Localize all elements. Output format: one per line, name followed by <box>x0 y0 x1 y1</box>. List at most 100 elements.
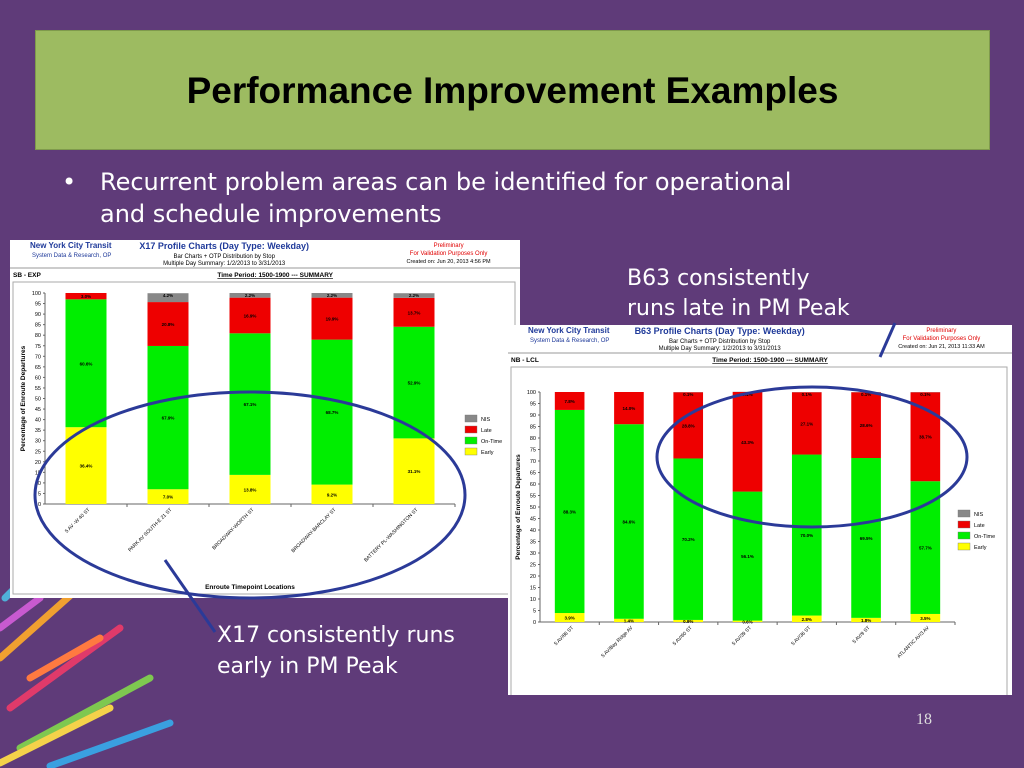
x-tick-label: PARK AV SOUTH-E 21 ST <box>127 507 173 553</box>
value-label: 36.4% <box>80 464 93 469</box>
value-label: 2.2% <box>327 293 337 298</box>
value-label: 7.8% <box>565 399 575 404</box>
x-tick-label: ATLANTIC AV/3 AV <box>896 625 931 660</box>
y-tick-label: 70 <box>35 354 41 360</box>
bar-segment <box>851 617 881 622</box>
x-tick-label: BATTERY PL-WASHINGTON ST <box>363 507 419 563</box>
legend-label: Early <box>481 450 494 456</box>
value-label: 7.0% <box>163 495 173 500</box>
legend-swatch <box>957 542 971 551</box>
y-tick-label: 90 <box>530 413 536 419</box>
x-tick-label: BROADWAY-BARCLAY ST <box>290 507 337 554</box>
dept: System Data & Research, OP <box>32 253 111 259</box>
y-tick-label: 25 <box>530 563 536 569</box>
value-label: 67.9% <box>162 416 175 421</box>
value-label: 31.1% <box>408 469 421 474</box>
value-label: 19.9% <box>326 317 339 322</box>
bar-segment <box>147 302 189 346</box>
legend-swatch <box>957 509 971 518</box>
chart: New York City Transit System Data & Resea… <box>10 241 520 595</box>
y-tick-label: 20 <box>530 574 536 580</box>
value-label: 1.8% <box>861 618 871 623</box>
y-tick-label: 55 <box>530 494 536 500</box>
y-axis-label: Percentage of Enroute Departures <box>20 345 27 451</box>
legend-label: Early <box>974 545 987 551</box>
bar-segment <box>673 619 704 622</box>
value-label: 84.6% <box>623 519 636 524</box>
callout: X17 consistently runs <box>217 623 455 648</box>
value-label: 57.7% <box>919 546 932 551</box>
y-tick-label: 80 <box>530 436 536 442</box>
legend-swatch <box>957 520 971 529</box>
bar-segment <box>614 618 644 622</box>
callout: B63 consistently <box>627 266 810 291</box>
y-tick-label: 95 <box>530 402 536 408</box>
bullet-line: Recurrent problem areas can be identifie… <box>100 168 792 196</box>
bullet-line: and schedule improvements <box>100 200 442 228</box>
value-label: 70.0% <box>800 533 813 538</box>
y-tick-label: 100 <box>32 291 41 297</box>
note: For Validation Purposes Only <box>410 251 488 257</box>
y-tick-label: 5 <box>533 609 536 615</box>
chart-title: X17 Profile Charts (Day Type: Weekday) <box>139 241 309 251</box>
value-label: 0.1% <box>742 392 752 397</box>
value-label: 38.7% <box>919 435 932 440</box>
y-tick-label: 0 <box>533 620 536 626</box>
y-tick-label: 60 <box>530 482 536 488</box>
bar-segment <box>614 424 644 619</box>
x-tick-label: 5 AV/60 ST <box>672 625 694 647</box>
legend-label: NIS <box>974 512 984 518</box>
y-axis-label: Percentage of Enroute Departures <box>515 454 522 560</box>
bar-segment <box>311 293 353 298</box>
bar-segment <box>229 293 271 298</box>
legend-swatch <box>464 425 478 434</box>
y-tick-label: 85 <box>530 425 536 431</box>
org: New York City Transit <box>30 241 112 250</box>
bar-segment <box>393 297 435 327</box>
legend-label: On-Time <box>481 439 502 445</box>
subtitle: Bar Charts + OTP Distribution by Stop <box>669 339 771 345</box>
y-tick-label: 20 <box>35 460 41 466</box>
value-label: 2.2% <box>409 293 419 298</box>
y-tick-label: 5 <box>38 491 41 497</box>
y-tick-label: 85 <box>35 323 41 329</box>
period: Time Period: 1500-1900 --- SUMMARY <box>217 272 333 279</box>
y-tick-label: 15 <box>530 586 536 592</box>
y-tick-label: 15 <box>35 470 41 476</box>
value-label: 3.9% <box>565 616 575 621</box>
y-tick-label: 30 <box>35 439 41 445</box>
value-label: 0.1% <box>920 392 930 397</box>
chart-panel: New York City Transit System Data & Resea… <box>10 240 520 598</box>
bar-segment <box>229 297 271 334</box>
value-label: 28.8% <box>682 423 695 428</box>
decor-stripes <box>0 539 174 768</box>
date-range: Multiple Day Summary: 1/2/2013 to 3/31/2… <box>163 261 286 267</box>
note: For Validation Purposes Only <box>903 336 981 342</box>
y-tick-label: 65 <box>530 471 536 477</box>
note: Preliminary <box>434 243 464 249</box>
legend-label: On-Time <box>974 534 995 540</box>
y-tick-label: 75 <box>530 448 536 454</box>
y-tick-label: 50 <box>35 397 41 403</box>
org: New York City Transit <box>528 326 610 335</box>
x-tick-label: BROADWAY-WORTH ST <box>211 507 255 551</box>
value-label: 3.5% <box>920 616 930 621</box>
note: Preliminary <box>926 328 956 334</box>
value-label: 13.7% <box>408 310 421 315</box>
value-label: 67.1% <box>244 402 257 407</box>
value-label: 69.5% <box>860 536 873 541</box>
date-range: Multiple Day Summary: 1/2/2013 to 3/31/2… <box>659 346 782 352</box>
value-label: 9.2% <box>327 492 337 497</box>
value-label: 70.2% <box>682 537 695 542</box>
route-label: NB - LCL <box>511 357 539 364</box>
value-label: 0.6% <box>742 619 752 624</box>
slide-title: Performance Improvement Examples <box>186 70 839 111</box>
legend-label: NIS <box>481 417 491 423</box>
callout: runs late in PM Peak <box>627 296 850 321</box>
y-tick-label: 90 <box>35 312 41 318</box>
value-label: 2.8% <box>802 617 812 622</box>
bar-segment <box>554 409 585 614</box>
period: Time Period: 1500-1900 --- SUMMARY <box>712 357 828 364</box>
created: Created on: Jun 21, 2013 11:33 AM <box>898 344 985 350</box>
y-tick-label: 10 <box>530 597 536 603</box>
